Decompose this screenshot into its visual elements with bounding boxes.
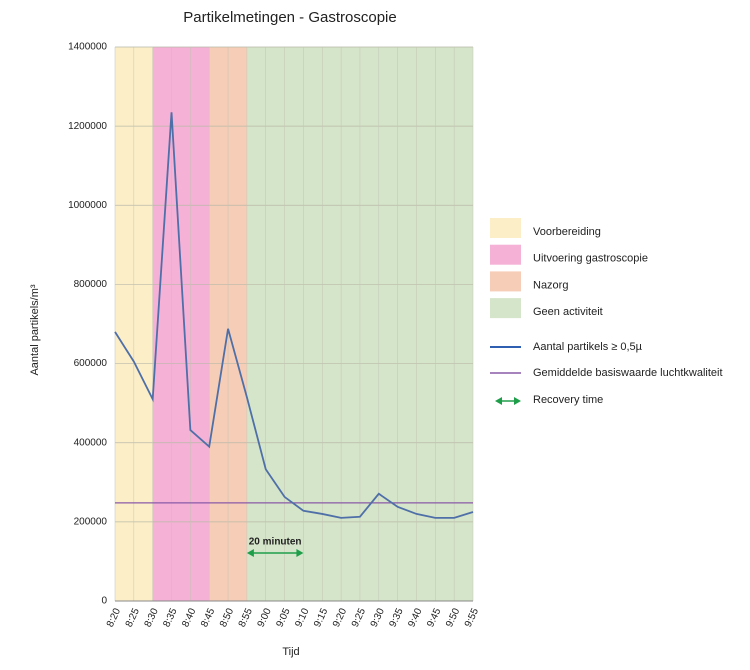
x-tick-label: 9:35 (388, 606, 406, 629)
y-tick-label: 600000 (74, 358, 108, 369)
legend-label: Nazorg (533, 279, 568, 291)
y-tick-label: 1000000 (68, 200, 107, 211)
y-tick-label: 400000 (74, 437, 108, 448)
phase-band (152, 47, 210, 601)
y-axis-title: Aantal partikels/m³ (29, 284, 41, 375)
x-tick-label: 8:25 (124, 606, 142, 629)
x-tick-label: 9:10 (293, 606, 311, 629)
x-axis-title: Tijd (282, 646, 299, 658)
y-tick-label: 800000 (74, 279, 108, 290)
x-tick-label: 8:45 (199, 606, 217, 629)
x-tick-label: 8:35 (161, 606, 179, 629)
legend-label: Aantal partikels ≥ 0,5µ (533, 341, 643, 353)
x-tick-label: 8:40 (180, 606, 198, 629)
legend-label: Uitvoering gastroscopie (533, 253, 648, 265)
y-tick-label: 1400000 (68, 42, 107, 53)
legend-label: Gemiddelde basiswaarde luchtkwaliteit (533, 367, 723, 379)
x-tick-label: 9:05 (274, 606, 292, 629)
x-tick-label: 9:15 (312, 606, 330, 629)
legend-swatch (490, 218, 521, 238)
y-tick-label: 200000 (74, 516, 108, 527)
x-tick-label: 8:50 (218, 606, 236, 629)
legend-label: Recovery time (533, 394, 603, 406)
legend-swatch (490, 271, 521, 292)
x-tick-label: 9:45 (425, 606, 443, 629)
legend-arrow-head (495, 397, 521, 405)
x-tick-label: 9:55 (463, 606, 481, 629)
x-tick-label: 8:20 (105, 606, 123, 629)
data-line (114, 112, 474, 519)
annotation-text: 20 minuten (249, 537, 302, 548)
y-tick-label: 1200000 (68, 121, 107, 132)
x-tick-label: 8:55 (237, 606, 255, 629)
x-tick-label: 9:40 (406, 606, 424, 629)
y-tick-label: 0 (101, 596, 107, 607)
x-tick-label: 9:00 (256, 606, 274, 629)
legend-swatch (490, 298, 521, 319)
x-tick-label: 9:20 (331, 606, 349, 629)
x-tick-label: 9:50 (444, 606, 462, 629)
chart-title: Partikelmetingen - Gastroscopie (183, 9, 396, 26)
legend-label: Voorbereiding (533, 226, 601, 238)
recovery-arrow-head (246, 549, 304, 557)
legend-swatch (490, 244, 521, 265)
x-tick-label: 9:30 (369, 606, 387, 629)
x-tick-label: 8:30 (143, 606, 161, 629)
legend-label: Geen activiteit (533, 306, 603, 318)
x-tick-label: 9:25 (350, 606, 368, 629)
